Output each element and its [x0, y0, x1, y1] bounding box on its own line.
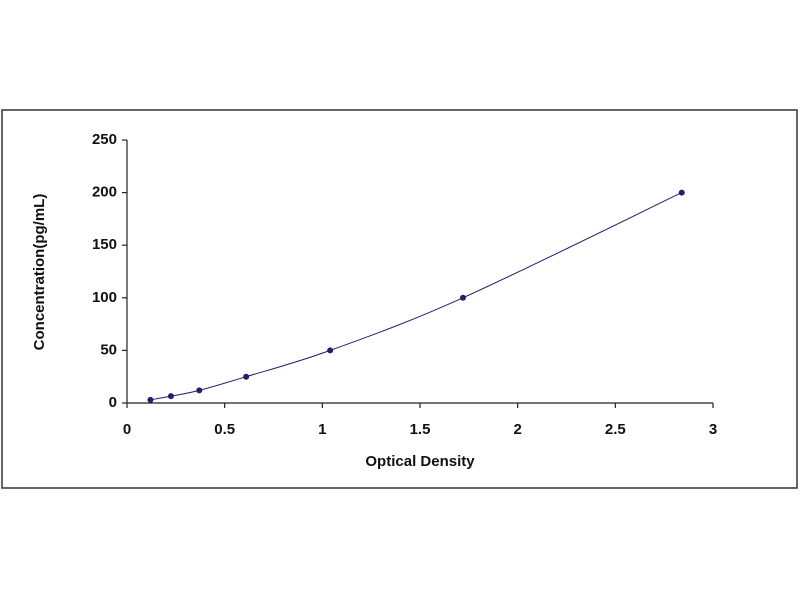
- x-tick-label: 2: [513, 421, 521, 438]
- y-tick-label: 150: [92, 236, 117, 253]
- x-tick-label: 3: [709, 421, 717, 438]
- x-axis-label: Optical Density: [365, 453, 475, 470]
- point: [167, 393, 174, 400]
- point: [147, 396, 154, 403]
- x-tick-label: 1: [318, 421, 326, 438]
- x-tick-label: 1.5: [410, 421, 431, 438]
- point: [327, 347, 334, 354]
- point: [196, 387, 203, 394]
- point: [243, 373, 250, 380]
- x-tick-label: 2.5: [605, 421, 626, 438]
- curve: [150, 192, 682, 401]
- x-tick-label: 0.5: [214, 421, 235, 438]
- y-tick-label: 50: [100, 341, 117, 358]
- y-tick-label: 100: [92, 289, 117, 306]
- y-tick-label: 200: [92, 184, 117, 201]
- y-axis-label: Concentration(pg/mL): [31, 194, 48, 351]
- y-tick-label: 250: [92, 131, 117, 148]
- point: [678, 189, 685, 196]
- y-tick-label: 0: [109, 394, 117, 411]
- x-tick-label: 0: [123, 421, 131, 438]
- chart-frame: [1, 109, 798, 489]
- point: [459, 294, 466, 301]
